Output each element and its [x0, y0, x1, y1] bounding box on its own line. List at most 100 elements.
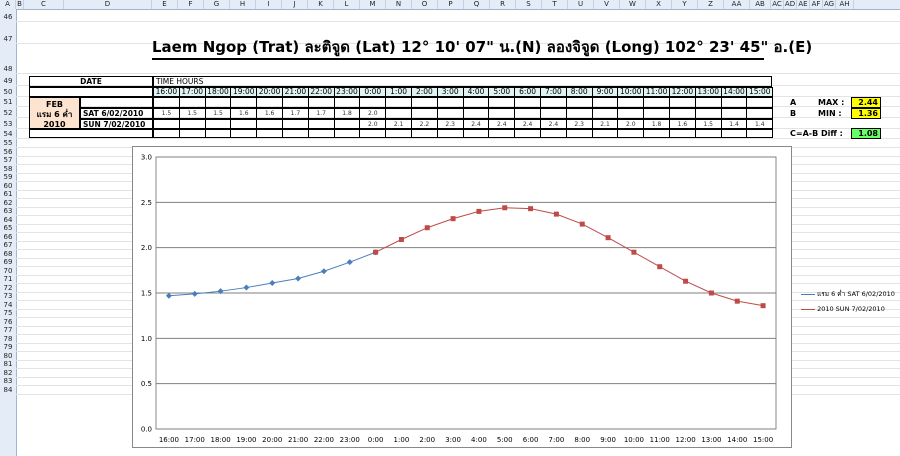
row-header-80[interactable]: 80 — [3, 351, 13, 360]
tide-chart[interactable]: 0.0 0.5 1.0 1.5 2.0 2.5 3.0 16:00 17:00 18:00 19:0… — [132, 146, 895, 448]
row2-value-cell[interactable] — [282, 119, 309, 129]
blank-cell[interactable] — [307, 97, 335, 108]
blank-cell[interactable] — [256, 129, 283, 138]
column-header-e[interactable]: E — [152, 0, 178, 9]
blank-cell[interactable] — [359, 129, 387, 138]
row2-value-cell[interactable] — [230, 119, 258, 129]
row-header-67[interactable]: 67 — [3, 241, 13, 249]
row-header-84[interactable]: 84 — [3, 385, 13, 394]
blank-cell[interactable] — [256, 97, 283, 108]
blank-cell[interactable] — [204, 129, 232, 138]
row-header-47[interactable]: 47 — [3, 35, 13, 43]
blank-cell[interactable] — [333, 97, 361, 108]
row1-value-cell[interactable] — [514, 108, 541, 119]
blank-cell[interactable] — [669, 129, 696, 138]
column-header-g[interactable]: G — [204, 0, 230, 9]
row2-value-cell[interactable] — [153, 119, 180, 129]
row2-value-cell[interactable]: 2.3 — [436, 119, 464, 129]
blank-cell[interactable] — [178, 97, 206, 108]
row2-value-cell[interactable]: 2.4 — [514, 119, 541, 129]
blank-cell[interactable] — [436, 97, 464, 108]
row1-value-cell[interactable] — [385, 108, 412, 119]
row1-value-cell[interactable]: 1.6 — [256, 108, 283, 119]
column-header-d[interactable]: D — [64, 0, 152, 9]
column-header-s[interactable]: S — [516, 0, 542, 9]
row-header-79[interactable]: 79 — [3, 343, 13, 351]
hour-header-cell[interactable]: 7:00 — [540, 87, 567, 97]
time-hours-header-cell[interactable]: TIME HOURS — [153, 76, 772, 87]
blank-cell[interactable] — [436, 129, 464, 138]
blank-cell[interactable] — [540, 97, 567, 108]
row1-value-cell[interactable] — [436, 108, 464, 119]
blank-cell[interactable] — [617, 129, 645, 138]
row-header-53[interactable]: 53 — [3, 120, 13, 128]
month-cell[interactable]: FEB แรม 6 ค่ำ 2010 — [29, 97, 80, 129]
hour-header-cell[interactable]: 9:00 — [591, 87, 619, 97]
row2-value-cell[interactable]: 2.0 — [359, 119, 387, 129]
row2-value-cell[interactable] — [178, 119, 206, 129]
hour-header-cell[interactable]: 2:00 — [411, 87, 438, 97]
blank-cell[interactable] — [333, 129, 361, 138]
blank-cell[interactable] — [720, 129, 748, 138]
max-value-cell[interactable]: 2.44 — [851, 97, 881, 108]
blank-cell[interactable] — [462, 97, 490, 108]
row-header-66[interactable]: 66 — [3, 232, 13, 241]
blank-cell[interactable] — [153, 97, 180, 108]
column-header-w[interactable]: W — [620, 0, 646, 9]
blank-cell[interactable] — [514, 97, 541, 108]
row-header-54[interactable]: 54 — [3, 130, 13, 138]
column-header-j[interactable]: J — [282, 0, 308, 9]
blank-cell[interactable] — [204, 97, 232, 108]
hour-header-cell[interactable]: 8:00 — [565, 87, 593, 97]
row-header-59[interactable]: 59 — [3, 173, 13, 181]
row2-value-cell[interactable]: 1.6 — [669, 119, 696, 129]
blank-cell[interactable] — [307, 129, 335, 138]
blank-cell[interactable] — [462, 129, 490, 138]
blank-cell[interactable] — [514, 129, 541, 138]
row-header-78[interactable]: 78 — [3, 334, 13, 343]
row2-value-cell[interactable]: 2.4 — [462, 119, 490, 129]
min-value-cell[interactable]: 1.36 — [851, 108, 881, 119]
blank-cell[interactable] — [643, 129, 670, 138]
row1-value-cell[interactable] — [540, 108, 567, 119]
column-header-ae[interactable]: AE — [797, 0, 810, 9]
column-header-a[interactable]: A — [0, 0, 16, 9]
row-header-61[interactable]: 61 — [3, 190, 13, 198]
row-header-56[interactable]: 56 — [3, 147, 13, 156]
hour-header-cell[interactable]: 16:00 — [153, 87, 180, 97]
row1-value-cell[interactable] — [462, 108, 490, 119]
row2-value-cell[interactable]: 2.4 — [488, 119, 516, 129]
row1-value-cell[interactable] — [720, 108, 748, 119]
column-header-af[interactable]: AF — [810, 0, 823, 9]
row2-value-cell[interactable] — [307, 119, 335, 129]
row-header-57[interactable]: 57 — [3, 156, 13, 164]
row1-value-cell[interactable]: 1.7 — [282, 108, 309, 119]
row1-value-cell[interactable] — [694, 108, 722, 119]
row2-value-cell[interactable]: 1.4 — [720, 119, 748, 129]
row1-value-cell[interactable] — [746, 108, 774, 119]
row-header-82[interactable]: 82 — [3, 368, 13, 377]
row1-value-cell[interactable]: 2.0 — [359, 108, 387, 119]
column-header-ab[interactable]: AB — [750, 0, 771, 9]
row2-value-cell[interactable]: 1.5 — [694, 119, 722, 129]
row2-value-cell[interactable] — [333, 119, 361, 129]
row-header-55[interactable]: 55 — [3, 139, 13, 147]
hour-header-cell[interactable]: 5:00 — [488, 87, 516, 97]
row2-value-cell[interactable]: 2.4 — [540, 119, 567, 129]
row-header-77[interactable]: 77 — [3, 326, 13, 334]
hour-header-cell[interactable]: 21:00 — [282, 87, 309, 97]
hour-header-cell[interactable]: 19:00 — [230, 87, 258, 97]
column-header-aa[interactable]: AA — [724, 0, 750, 9]
column-header-f[interactable]: F — [178, 0, 204, 9]
hour-header-cell[interactable]: 20:00 — [256, 87, 283, 97]
blank-cell[interactable] — [565, 97, 593, 108]
column-header-b[interactable]: B — [16, 0, 24, 9]
row-header-71[interactable]: 71 — [3, 275, 13, 283]
row-header-76[interactable]: 76 — [3, 317, 13, 326]
row1-value-cell[interactable]: 1.5 — [178, 108, 206, 119]
hour-header-cell[interactable]: 13:00 — [694, 87, 722, 97]
row-header-81[interactable]: 81 — [3, 360, 13, 368]
row2-value-cell[interactable]: 2.1 — [385, 119, 412, 129]
row-header-75[interactable]: 75 — [3, 309, 13, 317]
blank-cell[interactable] — [153, 129, 180, 138]
